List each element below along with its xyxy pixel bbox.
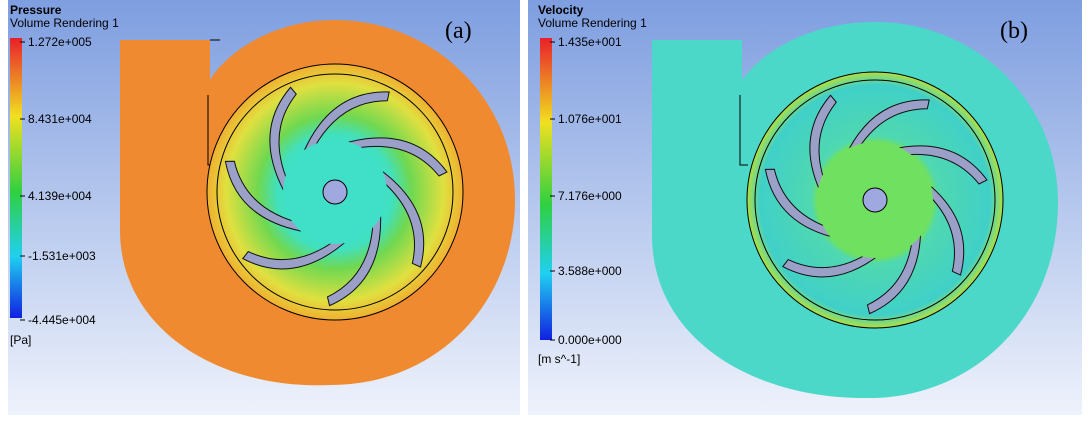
colorbar-label: 8.431e+004 bbox=[28, 112, 92, 126]
hub bbox=[322, 179, 348, 205]
subtitle: Volume Rendering 1 bbox=[10, 16, 119, 30]
colorbar-label: 1.435e+001 bbox=[558, 35, 622, 49]
panel-b: Velocity Volume Rendering 1 (b) [m s^-1]… bbox=[538, 3, 1058, 399]
colorbar bbox=[10, 38, 22, 318]
colorbar-label: -1.531e+003 bbox=[28, 249, 96, 263]
colorbar-label: 0.000e+000 bbox=[558, 333, 622, 347]
colorbar-label: 3.588e+000 bbox=[558, 264, 622, 278]
colorbar bbox=[540, 38, 552, 340]
hub bbox=[862, 187, 888, 213]
title: Velocity bbox=[538, 3, 584, 17]
panel-label: (b) bbox=[1000, 18, 1028, 44]
unit: [Pa] bbox=[10, 333, 31, 347]
colorbar-label: 1.076e+001 bbox=[558, 112, 622, 126]
title: Pressure bbox=[10, 3, 62, 17]
colorbar-label: 1.272e+005 bbox=[28, 35, 92, 49]
panel-label: (a) bbox=[445, 18, 472, 44]
colorbar-label: -4.445e+004 bbox=[28, 313, 96, 327]
subtitle: Volume Rendering 1 bbox=[538, 16, 647, 30]
unit: [m s^-1] bbox=[538, 352, 580, 366]
panel-a: Pressure Volume Rendering 1 (a) [Pa] 1.2… bbox=[10, 3, 515, 386]
colorbar-label: 4.139e+004 bbox=[28, 189, 92, 203]
colorbar-label: 7.176e+000 bbox=[558, 189, 622, 203]
